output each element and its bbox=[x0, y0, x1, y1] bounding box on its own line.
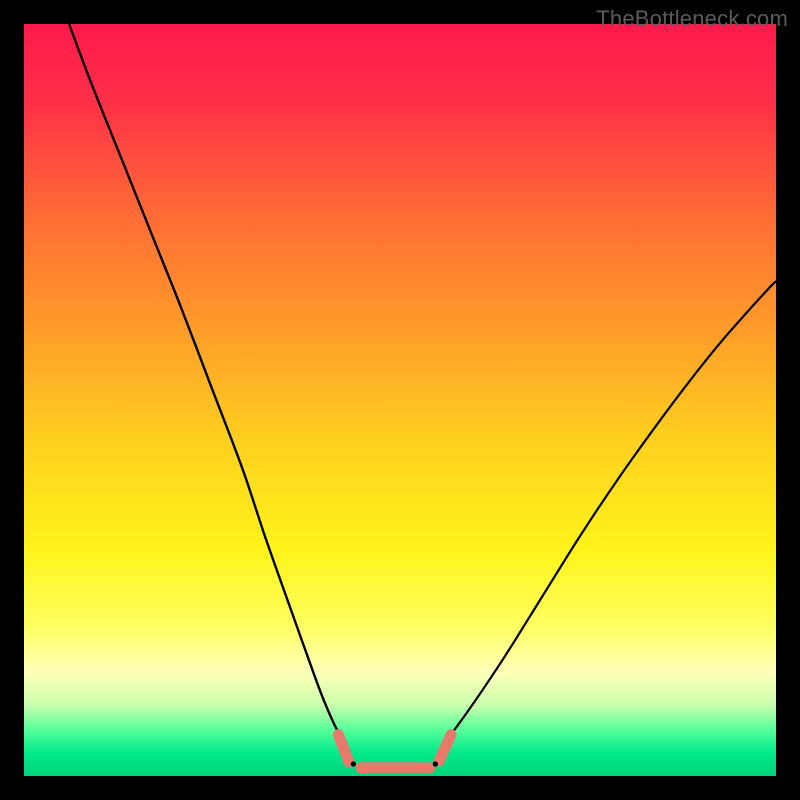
watermark-text: TheBottleneck.com bbox=[596, 6, 788, 32]
curve-right bbox=[445, 281, 776, 741]
chart-container: TheBottleneck.com bbox=[0, 0, 800, 800]
curve-left bbox=[69, 24, 343, 741]
curves-svg bbox=[24, 24, 776, 776]
plot-area bbox=[24, 24, 776, 776]
